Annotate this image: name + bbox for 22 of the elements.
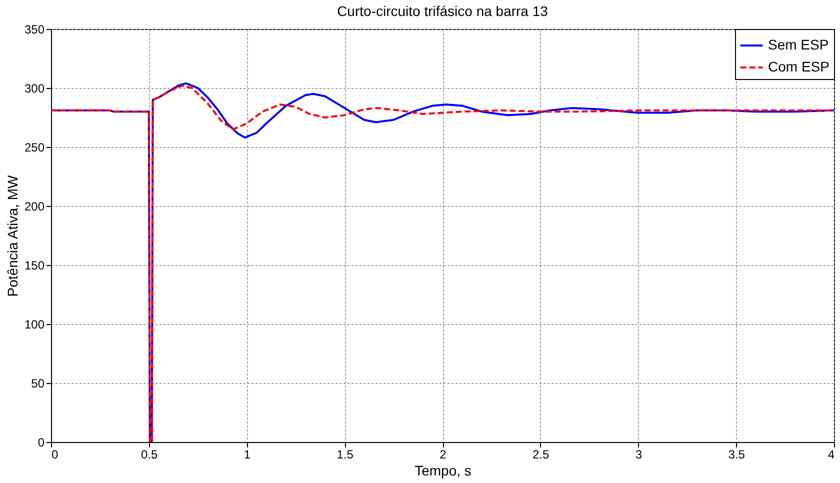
x-tick-label: 1.5 xyxy=(336,448,354,462)
y-tick-label: 250 xyxy=(24,140,45,154)
y-tick-label: 350 xyxy=(24,22,45,36)
y-tick-label: 150 xyxy=(24,258,45,272)
y-tick-label: 50 xyxy=(31,376,45,390)
x-tick-label: 3 xyxy=(635,448,642,462)
x-tick-label: 3.5 xyxy=(728,448,746,462)
x-tick-label: 0 xyxy=(52,448,58,462)
x-axis-title: Tempo, s xyxy=(414,462,472,478)
x-tick-label: 2 xyxy=(440,448,447,462)
legend-label: Com ESP xyxy=(768,58,830,74)
x-tick-label: 2.5 xyxy=(532,448,550,462)
chart-title: Curto-circuito trifásico na barra 13 xyxy=(337,3,548,19)
legend-label: Sem ESP xyxy=(768,36,829,52)
y-axis-title: Potência Ativa, MW xyxy=(4,174,20,297)
x-tick-label: 1 xyxy=(244,448,251,462)
y-tick-label: 0 xyxy=(38,436,45,450)
y-tick-label: 300 xyxy=(24,82,45,96)
y-tick-label: 100 xyxy=(24,318,45,332)
y-tick-label: 200 xyxy=(24,200,45,214)
x-tick-label: 4 xyxy=(828,448,835,462)
x-tick-label: 0.5 xyxy=(141,448,158,462)
